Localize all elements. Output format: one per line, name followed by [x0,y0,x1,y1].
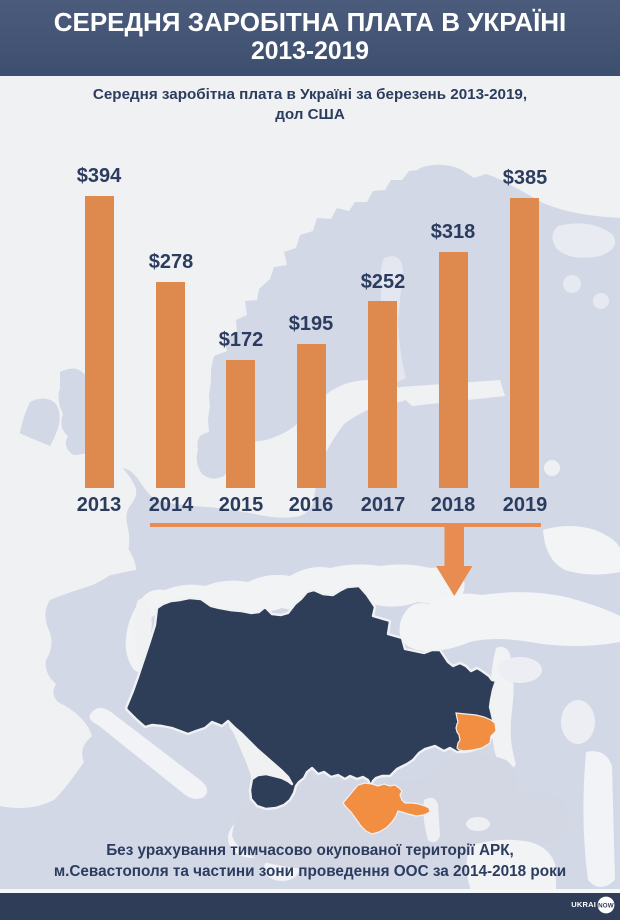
svg-text:NOW: NOW [598,903,614,910]
